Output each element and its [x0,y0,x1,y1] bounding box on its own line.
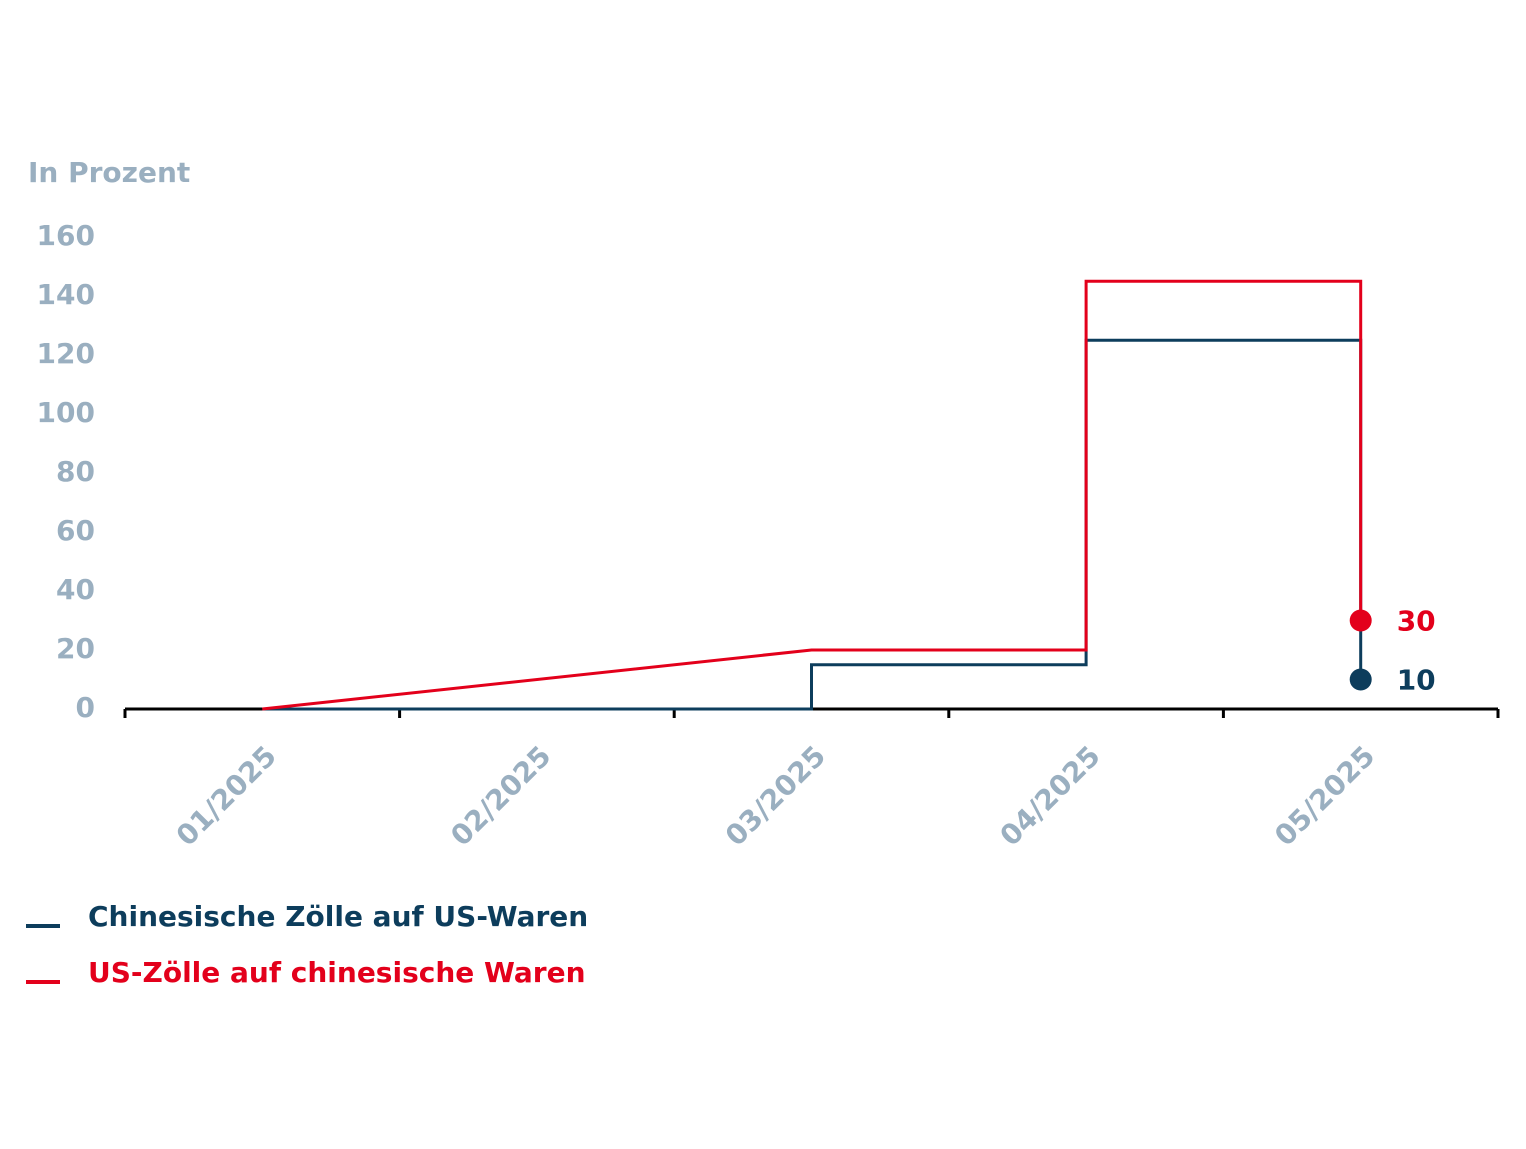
y-tick-label: 160 [37,219,95,252]
data-label: 10 [1397,664,1436,697]
x-tick-label: 03/2025 [719,739,832,852]
y-tick-label: 140 [37,278,95,311]
series-line [262,338,1363,711]
x-tick-label: 02/2025 [444,739,557,852]
y-tick-label: 60 [56,514,95,547]
x-tick-label: 04/2025 [993,739,1106,852]
end-marker [1349,668,1372,691]
y-tick-label: 20 [56,632,95,665]
legend-label: Chinesische Zölle auf US-Waren [88,900,588,933]
series-line [262,279,1363,711]
x-tick-label: 01/2025 [170,739,283,852]
y-tick-label: 0 [76,691,95,724]
y-tick-label: 40 [56,573,95,606]
y-tick-label: 120 [37,337,95,370]
x-tick-label: 05/2025 [1268,739,1381,852]
y-tick-label: 100 [37,396,95,429]
data-label: 30 [1397,605,1436,638]
legend-label: US-Zölle auf chinesische Waren [88,956,586,989]
y-axis-label: In Prozent [28,156,190,189]
y-tick-label: 80 [56,455,95,488]
end-marker [1349,609,1372,632]
